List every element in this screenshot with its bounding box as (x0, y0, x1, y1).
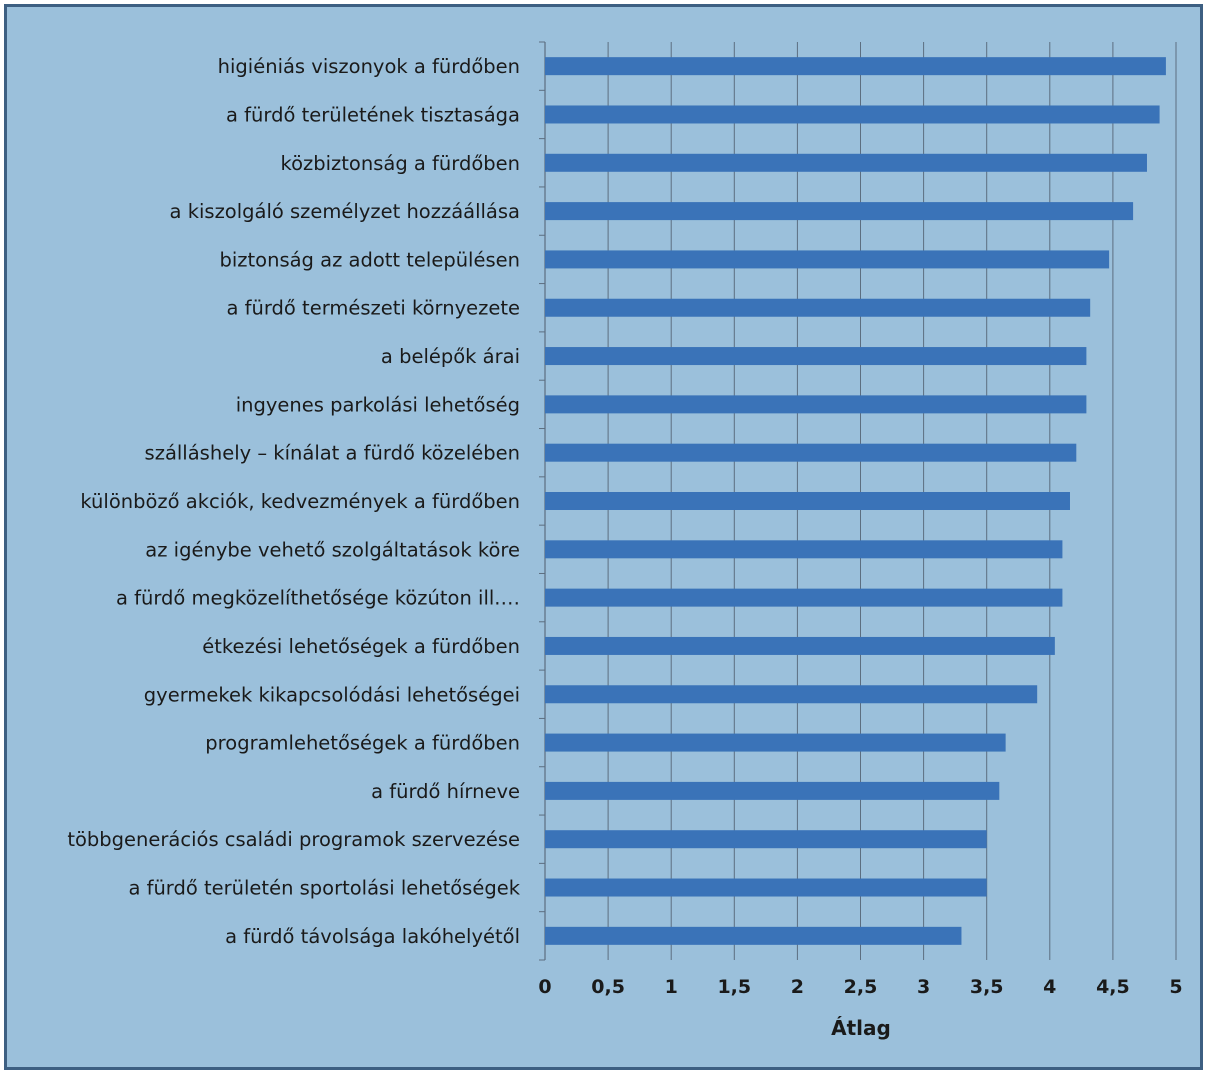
value-tick-labels: 0 0,5 1 1,5 2 2,5 3 3,5 4 4,5 5 (538, 976, 1182, 998)
tick-label: 1,5 (717, 976, 751, 998)
category-label: étkezési lehetőségek a fürdőben (202, 635, 520, 658)
bar (545, 347, 1087, 366)
bars (545, 57, 1166, 945)
tick-label: 3,5 (970, 976, 1004, 998)
category-label: a belépők árai (381, 345, 520, 368)
tick-label: 4 (1043, 976, 1056, 998)
bar (545, 57, 1166, 76)
bar (545, 926, 962, 945)
category-label: a kiszolgáló személyzet hozzáállása (170, 200, 520, 223)
bar (545, 830, 987, 849)
bar (545, 395, 1087, 414)
tick-label: 0 (538, 976, 551, 998)
category-axis (539, 41, 546, 961)
category-label: a fürdő területének tisztasága (226, 103, 520, 126)
tick-label: 1 (665, 976, 678, 998)
category-label: az igénybe vehető szolgáltatások köre (145, 538, 520, 561)
tick-label: 2,5 (844, 976, 878, 998)
x-axis-title: Átlag (831, 1016, 891, 1040)
bar (545, 733, 1006, 752)
category-label: a fürdő természeti környezete (227, 297, 521, 320)
bar (545, 540, 1063, 559)
tick-label: 5 (1169, 976, 1182, 998)
category-label: programlehetőségek a fürdőben (205, 732, 520, 755)
tick-label: 3 (917, 976, 930, 998)
category-label: többgenerációs családi programok szervez… (67, 828, 520, 851)
category-label: biztonság az adott településen (219, 248, 520, 271)
bar (545, 878, 987, 897)
tick-label: 0,5 (591, 976, 625, 998)
category-label: szálláshely – kínálat a fürdő közelében (145, 442, 520, 465)
bar (545, 443, 1077, 462)
category-label: a fürdő területén sportolási lehetőségek (128, 877, 520, 900)
category-label: gyermekek kikapcsolódási lehetőségei (144, 683, 520, 706)
bar (545, 781, 1000, 800)
bar (545, 588, 1063, 607)
category-label: higiéniás viszonyok a fürdőben (218, 55, 520, 78)
gridlines (607, 42, 1177, 960)
category-labels: higiéniás viszonyok a fürdőben a fürdő te… (67, 55, 520, 948)
category-label: közbiztonság a fürdőben (280, 152, 520, 175)
bar (545, 685, 1038, 704)
bar (545, 250, 1110, 269)
category-label: a fürdő hírneve (371, 780, 520, 803)
category-label: a fürdő megközelíthetősége közúton ill.… (116, 587, 520, 610)
bar (545, 298, 1091, 317)
bar (545, 492, 1070, 510)
bar (545, 153, 1147, 172)
bar (545, 202, 1134, 221)
category-label: különböző akciók, kedvezmények a fürdőbe… (80, 490, 520, 513)
category-label: ingyenes parkolási lehetőség (236, 393, 520, 416)
bar (545, 105, 1160, 124)
category-label: a fürdő távolsága lakóhelyétől (225, 925, 520, 948)
bar (545, 636, 1055, 655)
tick-label: 2 (791, 976, 804, 998)
tick-label: 4,5 (1096, 976, 1130, 998)
